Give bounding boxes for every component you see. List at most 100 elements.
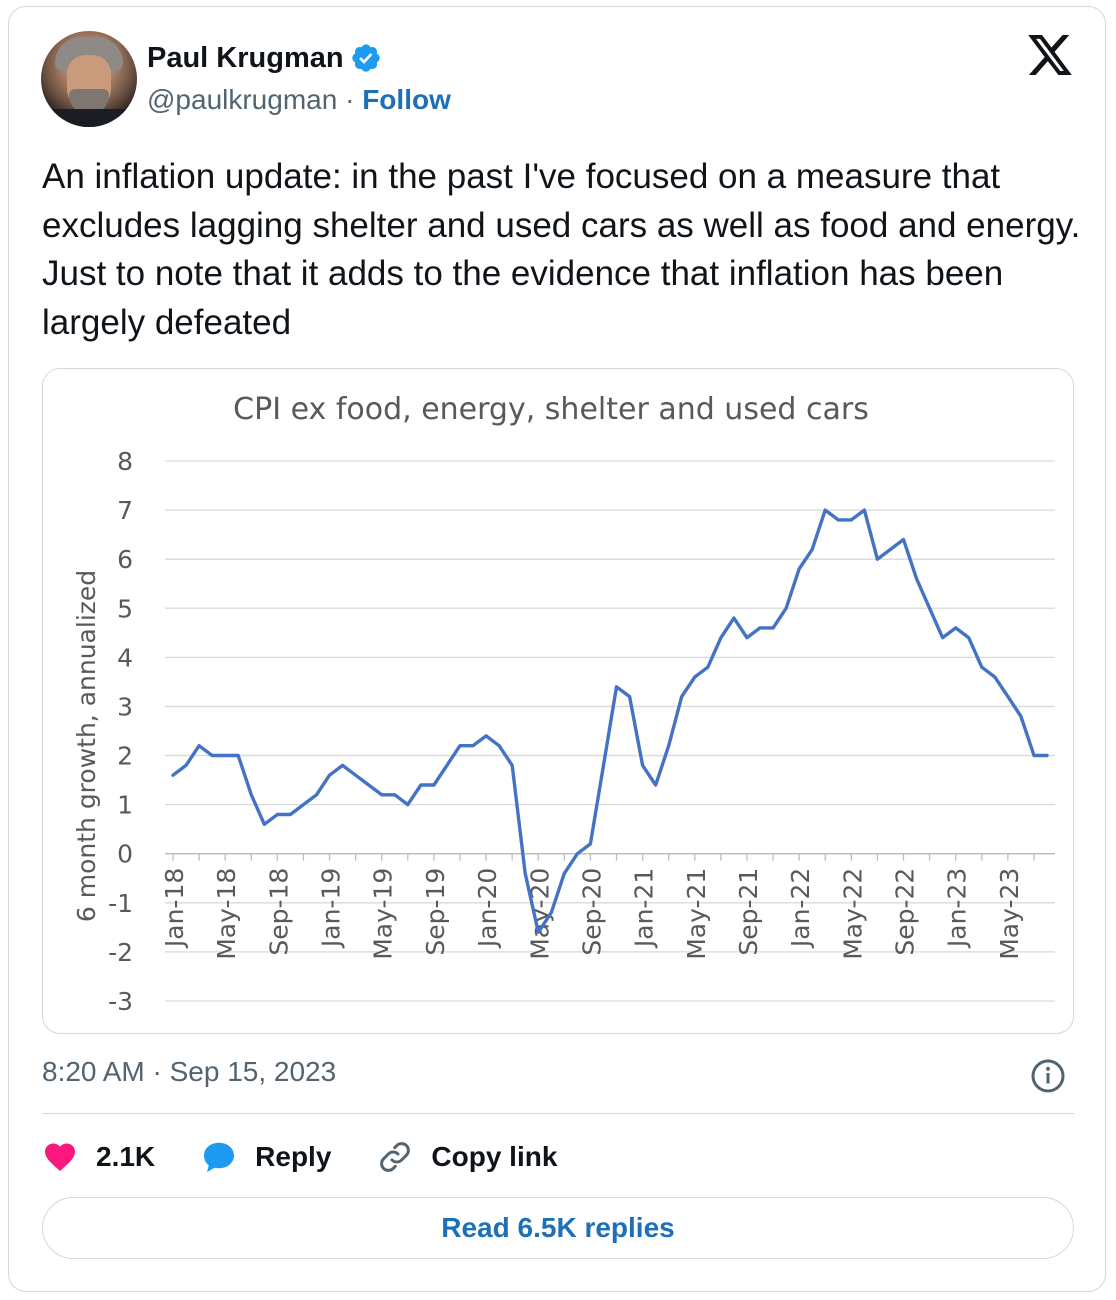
author-handle[interactable]: @paulkrugman (147, 84, 338, 115)
data-point (367, 783, 370, 787)
y-axis-label: 6 month growth, annualized (72, 570, 101, 922)
y-tick-label: 7 (117, 496, 133, 525)
chart-image[interactable]: CPI ex food, energy, shelter and used ca… (42, 368, 1074, 1034)
data-point (341, 764, 344, 767)
data-point (980, 665, 983, 669)
tweet-timestamp[interactable]: 8:20 AM · Sep 15, 2023 (42, 1056, 337, 1087)
data-point (876, 557, 879, 561)
chart-title: CPI ex food, energy, shelter and used ca… (233, 392, 869, 427)
x-tick-label: May-18 (212, 868, 241, 960)
x-tick-labels: Jan-18 May-18 Sep-18 Jan-19 May-19 Sep-19 Jan-… (160, 868, 1024, 960)
data-point (432, 783, 436, 787)
data-point (276, 813, 279, 816)
data-point (902, 538, 905, 541)
data-point (915, 577, 918, 581)
divider (42, 1113, 1074, 1114)
reply-button[interactable]: Reply (201, 1139, 331, 1175)
copy-link-button[interactable]: Copy link (377, 1139, 557, 1175)
x-tick-label: Sep-18 (264, 868, 293, 956)
tweet-text: An inflation update: in the past I've fo… (42, 157, 1081, 342)
copy-link-label: Copy link (431, 1141, 558, 1172)
data-point (941, 636, 944, 639)
data-point (837, 518, 840, 522)
y-tick-label: -3 (108, 987, 133, 1016)
x-tick-label: Jan-22 (786, 868, 815, 949)
data-point (315, 793, 318, 797)
data-point (223, 754, 227, 757)
data-point (471, 744, 475, 747)
data-point (484, 734, 488, 738)
data-point (771, 626, 775, 630)
data-point (641, 764, 644, 767)
x-tick-label: Sep-21 (734, 868, 763, 956)
chart: CPI ex food, energy, shelter and used ca… (72, 392, 1055, 1016)
x-tick-label: Jan-18 (160, 868, 189, 949)
data-point (406, 803, 410, 806)
separator: · (345, 84, 355, 115)
data-point (889, 548, 892, 551)
link-icon (380, 1142, 411, 1172)
data-point (250, 793, 253, 797)
data-point (758, 626, 762, 630)
data-point (667, 744, 670, 747)
data-point (497, 744, 501, 747)
data-point (615, 685, 618, 689)
read-replies-button[interactable]: Read 6.5K replies (42, 1197, 1074, 1259)
data-point (380, 793, 383, 797)
data-point (563, 872, 566, 875)
x-tick-label: May-21 (682, 868, 711, 960)
data-point (1019, 715, 1023, 718)
author-handle-row: @paulkrugman · Follow (147, 84, 451, 116)
data-point (1006, 695, 1010, 698)
data-point (706, 665, 710, 669)
data-point (302, 803, 305, 806)
y-tick-label: 0 (117, 840, 133, 869)
y-tick-label: 1 (117, 791, 133, 820)
y-tick-label: 8 (117, 447, 133, 476)
data-point (354, 773, 357, 777)
data-point (524, 872, 527, 875)
data-point (993, 675, 997, 679)
data-point (458, 744, 462, 747)
like-count: 2.1K (96, 1141, 156, 1172)
y-tick-label: 3 (117, 692, 133, 721)
x-tick-label: Jan-23 (943, 868, 972, 949)
info-icon[interactable] (1030, 1058, 1066, 1094)
follow-button[interactable]: Follow (362, 84, 451, 115)
x-tick-label: Jan-21 (630, 868, 659, 949)
verified-badge-icon (351, 44, 380, 72)
data-point (1032, 754, 1036, 757)
data-point (680, 695, 683, 698)
x-tick-label: Jan-19 (317, 868, 346, 949)
data-point (719, 636, 723, 639)
data-point (954, 626, 957, 630)
data-point (237, 754, 240, 757)
data-point (1045, 754, 1049, 757)
x-logo-icon[interactable] (1028, 35, 1072, 75)
data-point (693, 675, 696, 679)
like-button[interactable]: 2.1K (42, 1139, 155, 1175)
reply-label: Reply (255, 1141, 332, 1172)
data-point (537, 931, 540, 934)
data-point (928, 607, 931, 610)
data-point (393, 793, 396, 797)
speech-bubble-icon (204, 1142, 235, 1172)
data-point (967, 636, 970, 639)
data-point (784, 607, 788, 610)
y-tick-label: -1 (108, 889, 133, 918)
data-point (289, 813, 292, 816)
y-tick-label: 2 (117, 742, 133, 771)
data-point (810, 548, 814, 551)
author-name[interactable]: Paul Krugman (147, 41, 344, 74)
x-tick-label: Sep-22 (891, 868, 920, 956)
y-tick-label: 6 (117, 545, 133, 574)
data-point (197, 744, 201, 747)
avatar[interactable] (41, 31, 137, 127)
data-point (550, 911, 553, 914)
heart-icon (45, 1143, 75, 1172)
data-point (797, 567, 801, 571)
action-bar: 2.1K Reply Copy link (42, 1130, 603, 1184)
x-tick-label: May-19 (369, 868, 398, 960)
data-point (328, 773, 331, 777)
data-point (263, 823, 266, 826)
